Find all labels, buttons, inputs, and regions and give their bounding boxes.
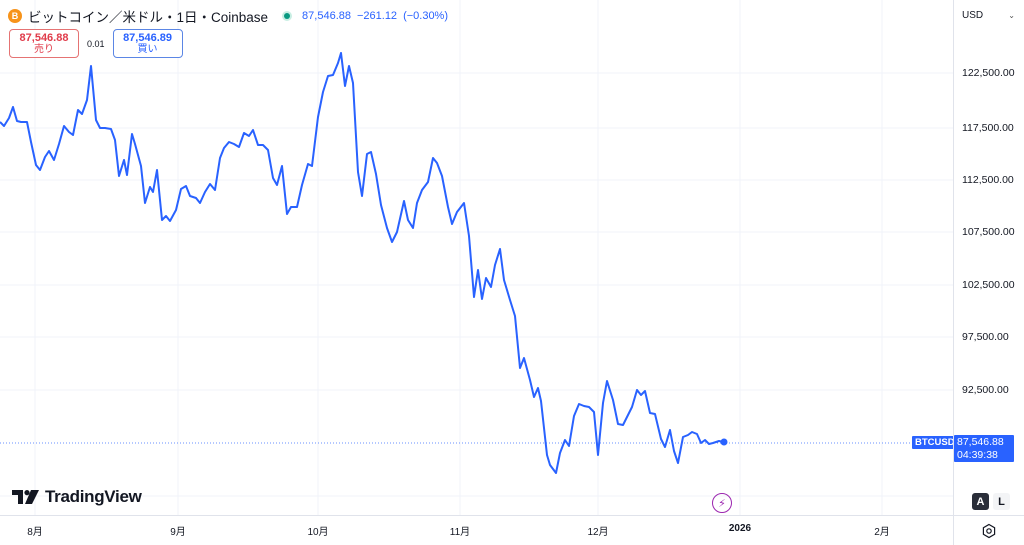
time-label: 9月 (170, 527, 186, 538)
chevron-down-icon: ⌄ (1008, 10, 1015, 20)
spread-value: 0.01 (87, 38, 105, 49)
market-open-status-icon (282, 11, 293, 21)
buy-label: 買い (137, 43, 158, 55)
price-label: 102,500.00 (962, 279, 1015, 291)
price-label: 97,500.00 (962, 331, 1009, 343)
auto-scale-button[interactable]: A (972, 493, 989, 510)
price-line (0, 52, 725, 474)
buy-button[interactable]: 87,546.89 買い (112, 29, 183, 58)
bitcoin-icon: B (8, 9, 22, 23)
tradingview-logo[interactable]: TradingView (12, 487, 142, 507)
time-label: 11月 (449, 527, 471, 538)
tradingview-logo-icon (12, 490, 39, 504)
last-price-value: 87,546.88 (302, 10, 351, 22)
price-label: 117,500.00 (962, 122, 1014, 134)
change-percent-value: (−0.30%) (403, 10, 449, 22)
time-label: 10月 (307, 527, 329, 538)
time-label: 12月 (587, 527, 609, 538)
last-price-tag-value: 87,546.88 (957, 436, 1004, 448)
price-scale[interactable] (953, 0, 1024, 515)
change-value: −261.12 (356, 10, 398, 22)
price-chart[interactable] (0, 0, 953, 515)
settings-hexagon-icon (982, 523, 996, 538)
buy-price: 87,546.89 (123, 31, 172, 44)
bar-countdown: 04:39:38 (957, 449, 998, 461)
symbol-legend[interactable]: B ビットコイン／米ドル・1日・Coinbase 87,546.88 −261.1… (8, 6, 454, 26)
time-scale[interactable] (0, 515, 953, 545)
lightning-icon[interactable]: ⚡ (712, 493, 732, 513)
trade-buttons: 87,546.88 売り 0.01 87,546.89 買い (9, 29, 183, 58)
symbol-title[interactable]: ビットコイン／米ドル・1日・Coinbase (28, 10, 269, 25)
time-label: 2月 (874, 527, 890, 538)
chart-pane[interactable]: B ビットコイン／米ドル・1日・Coinbase 87,546.88 −261.1… (0, 0, 958, 515)
currency-select[interactable]: USD ⌄ (957, 5, 1019, 25)
sell-label: 売り (34, 43, 54, 55)
quote-values: 87,546.88 −261.12 (−0.30%) (302, 10, 454, 22)
tradingview-logo-text: TradingView (45, 487, 142, 506)
last-price-tag: 87,546.88 04:39:38 (954, 435, 1014, 462)
price-label: 122,500.00 (962, 67, 1015, 79)
last-price-marker (720, 438, 728, 446)
time-label: 8月 (27, 527, 43, 538)
sell-button[interactable]: 87,546.88 売り (9, 29, 79, 58)
chart-settings-button[interactable] (953, 515, 1024, 545)
price-label: 112,500.00 (962, 174, 1014, 186)
currency-value: USD (962, 9, 984, 21)
price-label: 107,500.00 (962, 226, 1015, 238)
time-label-year: 2026 (728, 523, 752, 534)
log-scale-button[interactable]: L (993, 493, 1010, 510)
symbol-price-tag: BTCUSD (912, 436, 958, 449)
price-label: 92,500.00 (962, 384, 1009, 396)
sell-price: 87,546.88 (19, 31, 69, 44)
vertical-gridlines (34, 0, 883, 515)
